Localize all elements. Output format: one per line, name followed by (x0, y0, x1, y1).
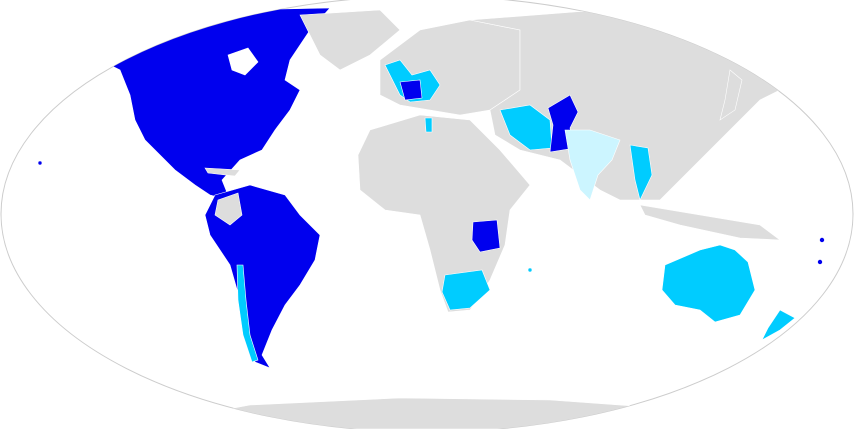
region-colombia (214, 192, 243, 226)
region-india (564, 129, 621, 201)
island-mauritius (527, 267, 533, 273)
region-chile (236, 264, 259, 363)
region-thailand (629, 144, 653, 201)
region-indonesia (639, 204, 781, 241)
region-canada-lake (227, 47, 259, 76)
region-south-america (204, 184, 321, 369)
island-hawaii (37, 160, 43, 166)
region-australia (661, 244, 756, 323)
region-new-zealand (761, 309, 796, 341)
region-tanzania (471, 219, 501, 253)
region-cuba (204, 167, 241, 177)
region-japan (719, 69, 743, 121)
region-africa (357, 114, 531, 313)
region-france (399, 79, 423, 101)
region-tunisia (424, 117, 433, 133)
region-greenland (299, 9, 401, 71)
island-fiji (819, 237, 825, 243)
island-tonga (817, 259, 823, 265)
region-south-africa (441, 269, 491, 311)
